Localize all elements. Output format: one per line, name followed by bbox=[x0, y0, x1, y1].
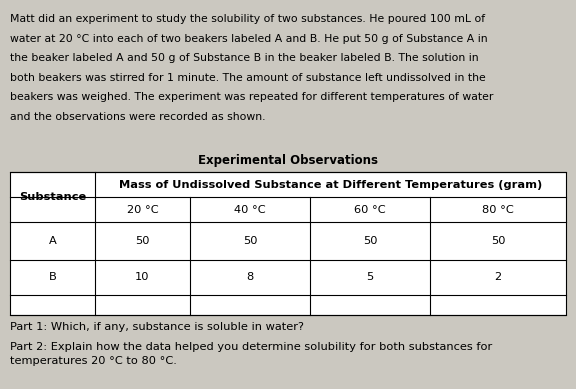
Text: 80 °C: 80 °C bbox=[482, 205, 514, 214]
Text: 50: 50 bbox=[491, 236, 505, 246]
Text: 10: 10 bbox=[135, 273, 150, 282]
Text: 50: 50 bbox=[363, 236, 377, 246]
Text: Experimental Observations: Experimental Observations bbox=[198, 154, 378, 167]
Text: 50: 50 bbox=[135, 236, 150, 246]
Text: Mass of Undissolved Substance at Different Temperatures (gram): Mass of Undissolved Substance at Differe… bbox=[119, 179, 542, 189]
Text: both beakers was stirred for 1 minute. The amount of substance left undissolved : both beakers was stirred for 1 minute. T… bbox=[10, 72, 486, 82]
Text: water at 20 °C into each of two beakers labeled A and B. He put 50 g of Substanc: water at 20 °C into each of two beakers … bbox=[10, 33, 488, 44]
Text: A: A bbox=[48, 236, 56, 246]
Text: 8: 8 bbox=[247, 273, 253, 282]
Text: 50: 50 bbox=[242, 236, 257, 246]
Text: and the observations were recorded as shown.: and the observations were recorded as sh… bbox=[10, 112, 266, 121]
Bar bbox=[10, 172, 566, 315]
Text: 5: 5 bbox=[366, 273, 374, 282]
Text: beakers was weighed. The experiment was repeated for different temperatures of w: beakers was weighed. The experiment was … bbox=[10, 92, 494, 102]
Text: B: B bbox=[48, 273, 56, 282]
Text: the beaker labeled A and 50 g of Substance B in the beaker labeled B. The soluti: the beaker labeled A and 50 g of Substan… bbox=[10, 53, 479, 63]
Text: 60 °C: 60 °C bbox=[354, 205, 386, 214]
Text: Matt did an experiment to study the solubility of two substances. He poured 100 : Matt did an experiment to study the solu… bbox=[10, 14, 485, 24]
Text: Substance: Substance bbox=[19, 192, 86, 202]
Text: 2: 2 bbox=[494, 273, 502, 282]
Text: Part 1: Which, if any, substance is soluble in water?: Part 1: Which, if any, substance is solu… bbox=[10, 322, 304, 332]
Text: 40 °C: 40 °C bbox=[234, 205, 266, 214]
Text: 20 °C: 20 °C bbox=[127, 205, 158, 214]
Text: Part 2: Explain how the data helped you determine solubility for both substances: Part 2: Explain how the data helped you … bbox=[10, 342, 492, 366]
